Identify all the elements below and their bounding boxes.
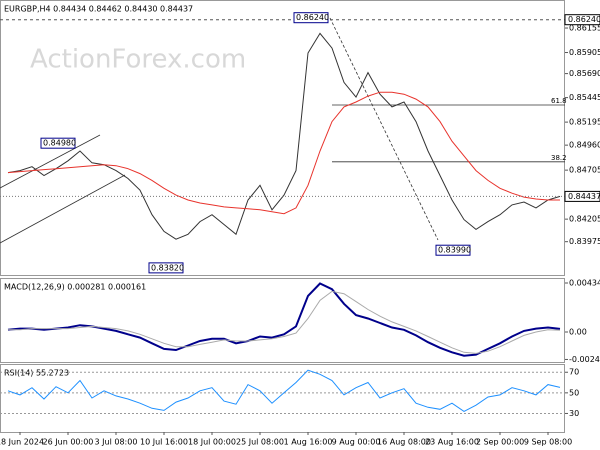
x-tick-label: 25 Jul 08:00 [236, 438, 284, 447]
y-tick-label: 30 [569, 409, 579, 418]
y-tick-label: 0.84960 [569, 141, 600, 150]
y-tick-label: 0.83975 [569, 237, 600, 246]
annotation-box [148, 262, 184, 274]
series-line [7, 91, 560, 215]
annotation: 0.84980 [43, 139, 76, 148]
panel-title: EURGBP,H4 0.84434 0.84462 0.84430 0.8443… [4, 5, 193, 14]
series-line [7, 32, 561, 240]
panel-title: RSI(14) 55.2723 [4, 369, 69, 378]
rsi-panel-frame [0, 364, 565, 433]
y-tick-label: 0.86155 [569, 24, 600, 33]
y-tick-label: 0.85195 [569, 118, 600, 127]
channel-line [0, 134, 101, 189]
watermark: ActionForex.com [30, 45, 246, 75]
y-tick-label: 0.00 [569, 328, 587, 337]
annotation: 0.86240 [296, 13, 329, 22]
panel-title: MACD(12,26,9) 0.000281 0.000161 [4, 283, 146, 292]
x-tick-label: 10 Jul 16:00 [140, 438, 188, 447]
price-label-box [564, 190, 600, 202]
series-line [8, 290, 561, 354]
series-line [7, 369, 561, 412]
y-tick-label: 0.85445 [569, 93, 600, 102]
fib-label: 38.2 [551, 154, 567, 162]
high-label: 0.86240 [568, 15, 600, 24]
y-tick-label: 0.84705 [569, 166, 600, 175]
high-label-box [564, 14, 600, 26]
annotation: 0.83820 [151, 263, 184, 272]
price-panel-frame [0, 0, 565, 276]
y-tick-label: 0.85690 [569, 69, 600, 78]
y-tick-label: 0.85905 [569, 48, 600, 57]
annotation-box [40, 137, 76, 149]
annotation: 0.83990 [438, 246, 471, 255]
annotation-box [293, 12, 329, 24]
x-tick-label: 9 Aug 00:00 [332, 438, 381, 447]
x-tick-label: 26 Jun 00:00 [43, 438, 94, 447]
channel-line [0, 174, 126, 244]
fib-label: 61.8 [551, 97, 567, 105]
x-tick-label: 18 Jul 00:00 [188, 438, 236, 447]
x-tick-label: 23 Aug 16:00 [425, 438, 479, 447]
y-tick-label: 0.004347 [569, 278, 600, 287]
x-tick-label: 1 Aug 16:00 [284, 438, 333, 447]
y-tick-label: 0.84205 [569, 215, 600, 224]
macd-panel-frame [0, 278, 565, 363]
x-tick-label: 9 Sep 08:00 [524, 438, 572, 447]
series-line [7, 282, 561, 357]
x-tick-label: 16 Aug 08:00 [377, 438, 431, 447]
trend-line [329, 17, 439, 241]
y-tick-label: 50 [569, 388, 579, 397]
x-tick-label: 3 Jul 08:00 [95, 438, 138, 447]
x-tick-label: 2 Sep 00:00 [476, 438, 524, 447]
price-label: 0.84437 [568, 192, 600, 201]
y-tick-label: -0.002434 [569, 355, 600, 364]
annotation-box [435, 244, 471, 256]
y-tick-label: 70 [569, 368, 579, 377]
x-tick-label: 18 Jun 2024 [0, 438, 44, 447]
